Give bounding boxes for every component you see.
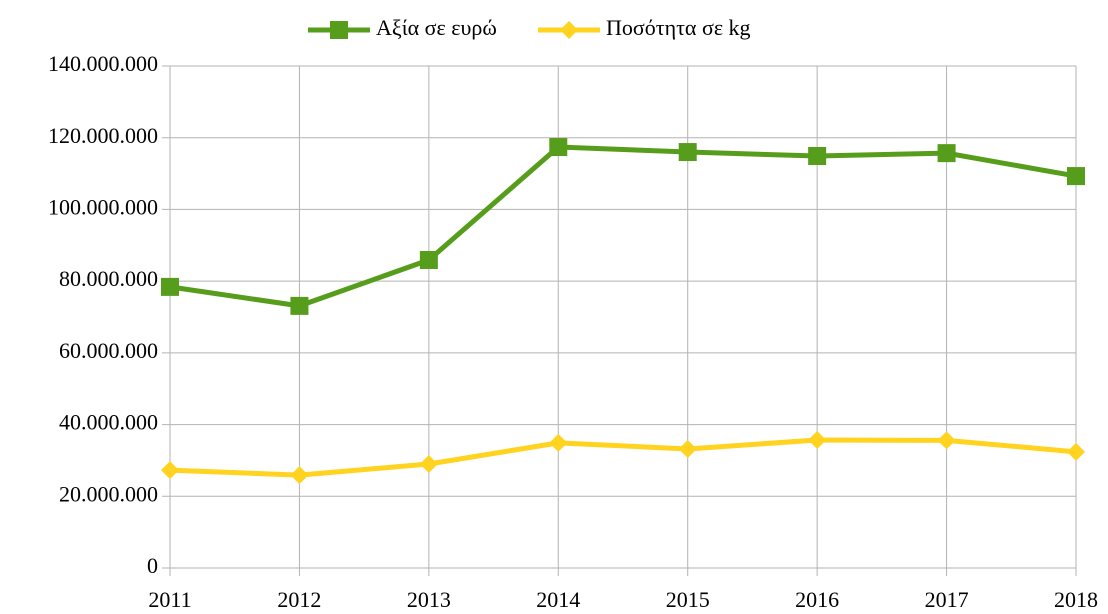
y-tick-label: 120.000.000	[48, 123, 158, 148]
point-marker	[678, 439, 697, 458]
legend-label: Αξία σε ευρώ	[376, 15, 497, 40]
point-marker	[549, 138, 568, 157]
point-marker	[290, 296, 309, 315]
point-marker	[419, 250, 438, 269]
point-marker	[808, 430, 827, 449]
point-marker	[419, 455, 438, 474]
point-marker	[808, 147, 827, 166]
y-tick-label: 140.000.000	[48, 51, 158, 76]
point-marker	[937, 144, 956, 163]
legend-marker	[330, 21, 348, 39]
y-tick-label: 100.000.000	[48, 194, 158, 219]
x-tick-label: 2015	[666, 587, 710, 612]
y-tick-label: 80.000.000	[59, 266, 158, 291]
y-tick-label: 20.000.000	[59, 481, 158, 506]
x-tick-label: 2011	[148, 587, 191, 612]
x-tick-label: 2017	[925, 587, 969, 612]
point-marker	[1067, 442, 1085, 461]
y-tick-label: 60.000.000	[59, 338, 158, 363]
x-tick-label: 2014	[536, 587, 580, 612]
y-tick-label: 40.000.000	[59, 410, 158, 435]
point-marker	[549, 433, 568, 452]
point-marker	[290, 466, 309, 485]
point-marker	[937, 431, 956, 450]
x-tick-label: 2016	[795, 587, 839, 612]
point-marker	[161, 461, 179, 480]
point-marker	[161, 277, 179, 296]
series-line	[169, 437, 1077, 478]
legend-marker	[560, 21, 578, 39]
x-tick-label: 2013	[407, 587, 451, 612]
x-tick-label: 2018	[1054, 587, 1098, 612]
legend-label: Ποσότητα σε kg	[606, 15, 751, 40]
x-tick-label: 2012	[277, 587, 321, 612]
y-tick-label: 0	[147, 553, 158, 578]
point-marker	[1067, 167, 1085, 186]
point-marker	[678, 143, 697, 162]
series-line	[169, 144, 1077, 309]
